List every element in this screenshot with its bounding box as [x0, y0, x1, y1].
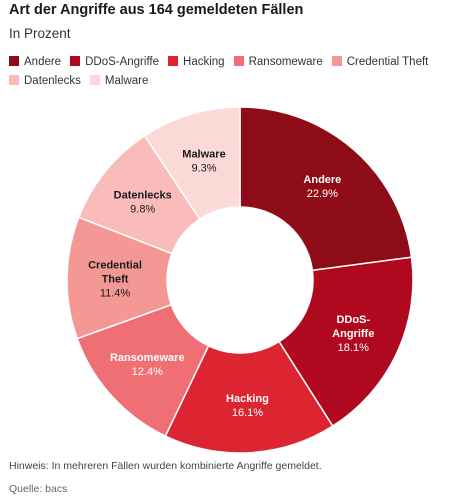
legend-swatch: [9, 56, 19, 66]
slice-name-label: Hacking: [226, 393, 269, 405]
legend-swatch: [233, 56, 244, 66]
slice-hacking: [164, 340, 334, 454]
legend-swatch: [168, 56, 179, 66]
legend-label: Andere: [24, 56, 62, 68]
legend-swatch: [89, 75, 100, 85]
slice-label-hacking: Hacking 16.1%: [226, 393, 269, 419]
slice-label-ransomeware: Ransomeware 12.4%: [110, 352, 185, 378]
slice-value-label: 22.9%: [307, 188, 338, 200]
slice-label-andere: Andere 22.9%: [303, 174, 341, 200]
slice-label-datenlecks: Datenlecks 9.8%: [114, 190, 172, 216]
slice-value-label: 18.1%: [338, 342, 369, 354]
slice-name-label: Angriffe: [332, 328, 374, 340]
chart-title: Art der Angriffe aus 164 gemeldeten Fäll…: [9, 2, 304, 18]
donut-chart: Andere 22.9% DDoS- Angriffe 18.1% Hacking 16.1…: [66, 106, 414, 454]
slice-name-label: Theft: [102, 273, 129, 285]
slice-value-label: 11.4%: [100, 287, 131, 299]
legend-label: Malware: [104, 75, 149, 87]
slice-label-malware: Malware 9.3%: [182, 148, 225, 174]
legend-item-malware: Malware: [89, 72, 149, 91]
legend-label: DDoS-Angriffe: [85, 56, 160, 68]
legend-item-hacking: Hacking: [168, 53, 225, 72]
legend-swatch: [70, 56, 81, 66]
slice-value-label: 9.3%: [191, 162, 216, 174]
legend-label: Datenlecks: [24, 75, 81, 87]
chart-legend: Andere DDoS-Angriffe Hacking Ransomeware Cre…: [9, 53, 459, 91]
slice-name-label: Datenlecks: [114, 190, 172, 202]
chart-source: Quelle: bacs: [9, 483, 68, 495]
slice-value-label: 16.1%: [232, 407, 263, 419]
chart-subtitle: In Prozent: [9, 26, 71, 41]
legend-label: Ransomeware: [248, 56, 323, 68]
legend-item-andere: Andere: [9, 53, 61, 72]
slice-andere: [239, 106, 413, 272]
slice-name-label: DDoS-: [336, 314, 370, 326]
slice-name-label: Ransomeware: [110, 352, 185, 364]
slice-name-label: Andere: [303, 174, 341, 186]
slice-malware: [143, 106, 241, 221]
legend-item-ddos-angriffe: DDoS-Angriffe: [70, 53, 159, 72]
legend-item-ransomeware: Ransomeware: [233, 53, 323, 72]
slice-label-credential-theft: Credential Theft 11.4%: [88, 259, 142, 299]
slice-ddos-angriffe: [278, 256, 414, 428]
slice-value-label: 12.4%: [132, 366, 163, 378]
legend-label: Hacking: [183, 56, 225, 68]
slice-name-label: Credential: [88, 259, 142, 271]
legend-swatch: [9, 75, 19, 85]
legend-swatch: [331, 56, 342, 66]
slice-label-ddos-angriffe: DDoS- Angriffe 18.1%: [332, 314, 374, 354]
legend-label: Credential Theft: [346, 56, 429, 68]
legend-item-credential-theft: Credential Theft: [331, 53, 429, 72]
slice-value-label: 9.8%: [130, 204, 155, 216]
slice-name-label: Malware: [182, 148, 225, 160]
chart-note: Hinweis: In mehreren Fällen wurden kombi…: [9, 460, 322, 472]
slice-ransomeware: [76, 303, 210, 438]
legend-item-datenlecks: Datenlecks: [9, 72, 81, 91]
